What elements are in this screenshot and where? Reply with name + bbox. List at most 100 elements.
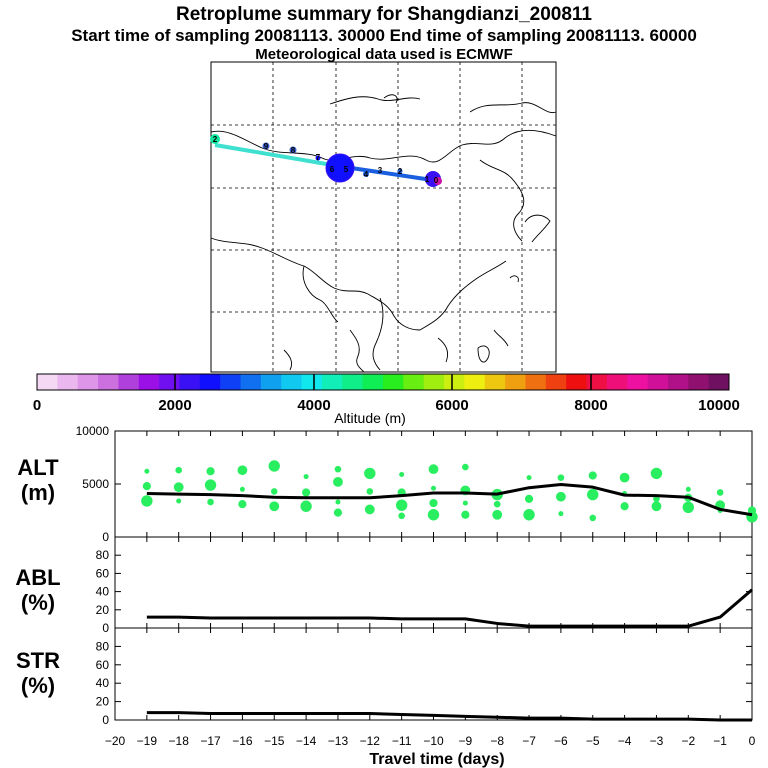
alt-y-tick-label: 10000 xyxy=(76,424,110,438)
trajectory-cluster-marker xyxy=(262,142,270,150)
abl-panel-label: ABL xyxy=(15,565,60,590)
colorbar-cell xyxy=(505,374,526,390)
colorbar-cell xyxy=(708,374,730,390)
colorbar-tick-label: 8000 xyxy=(574,397,607,414)
met-data-note: Meteorological data used is ECMWF xyxy=(255,46,513,63)
alt-scatter-point xyxy=(462,463,469,471)
alt-scatter-point xyxy=(204,479,217,491)
str-panel-unit: (%) xyxy=(21,673,55,698)
trajectory-day-label: 3 xyxy=(378,166,383,175)
sampling-times: Start time of sampling 20081113. 30000 E… xyxy=(71,26,697,45)
str-y-tick-label: 80 xyxy=(96,639,110,653)
colorbar-tick-label: 0 xyxy=(33,397,41,414)
colorbar-cell xyxy=(37,374,58,390)
colorbar-frame xyxy=(36,373,730,391)
abl-y-tick-label: 0 xyxy=(102,621,109,635)
alt-scatter-point xyxy=(206,467,215,476)
colorbar-cell xyxy=(220,374,242,390)
alt-scatter-point xyxy=(619,472,630,483)
alt-scatter-point xyxy=(364,467,376,480)
alt-scatter-point xyxy=(237,465,248,476)
colorbar-cell xyxy=(260,374,282,390)
x-tick-label: −13 xyxy=(328,734,349,748)
colorbar-cell xyxy=(566,374,588,390)
colorbar-cell xyxy=(688,374,710,390)
colorbar-cell xyxy=(179,374,201,390)
x-tick-label: −11 xyxy=(392,734,412,748)
alt-scatter-point xyxy=(173,482,184,493)
alt-scatter-point xyxy=(270,488,278,495)
colorbar-cell xyxy=(57,374,79,390)
trajectory-day-label: 6 xyxy=(330,165,335,174)
trajectory-map: 2 9 8 7 6 5 4 3 2 1 0 xyxy=(210,61,557,373)
colorbar-cell xyxy=(199,374,221,390)
alt-scatter-point xyxy=(588,471,597,480)
trajectory-path: 2 9 8 7 6 5 4 3 2 1 0 xyxy=(210,134,442,187)
trajectory-day-label: 9 xyxy=(264,142,269,151)
colorbar-cell xyxy=(321,374,343,390)
trajectory-day-label: 4 xyxy=(364,170,369,179)
x-tick-label: −6 xyxy=(554,734,568,748)
colorbar-cell xyxy=(586,374,608,390)
abl-y-tick-label: 60 xyxy=(96,566,110,580)
colorbar-tick-label: 2000 xyxy=(158,397,191,414)
x-tick-label: −17 xyxy=(200,734,221,748)
trajectory-cluster-marker xyxy=(315,155,321,161)
alt-scatter-point xyxy=(207,498,214,506)
colorbar-cell xyxy=(118,374,140,390)
colorbar-cell xyxy=(627,374,649,390)
colorbar-cell xyxy=(525,374,547,390)
colorbar-cell xyxy=(98,374,119,390)
str-panel-label: STR xyxy=(16,648,60,673)
x-tick-label: −14 xyxy=(296,734,317,748)
trajectory-segment-old xyxy=(214,143,339,168)
colorbar-cell xyxy=(423,374,445,390)
colorbar-axis-label: Altitude (m) xyxy=(334,410,406,426)
alt-y-tick-label: 0 xyxy=(102,530,109,544)
altitude-colorbar: 0 2000 4000 6000 8000 10000 Altitude (m) xyxy=(33,373,740,426)
colorbar-cell xyxy=(545,374,567,390)
colorbar-cell xyxy=(138,374,160,390)
alt-panel-label: ALT xyxy=(17,455,59,480)
abl-y-tick-label: 20 xyxy=(96,603,110,617)
alt-scatter-point xyxy=(176,498,182,504)
alt-scatter-point xyxy=(558,511,564,517)
alt-scatter-point xyxy=(303,474,309,480)
colorbar-cell xyxy=(342,374,364,390)
alt-scatter-point xyxy=(651,501,662,512)
alt-scatter-point xyxy=(650,467,663,480)
colorbar-cell xyxy=(77,374,99,390)
alt-scatter-point xyxy=(685,486,691,492)
alt-scatter-point xyxy=(142,482,151,491)
alt-scatter-point xyxy=(523,509,535,521)
str-y-tick-label: 20 xyxy=(96,695,110,709)
alt-scatter-point xyxy=(398,512,405,520)
alt-scatter-point xyxy=(144,468,150,474)
str-y-tick-label: 60 xyxy=(96,658,110,672)
colorbar-cell xyxy=(484,374,506,390)
map-coastlines xyxy=(210,94,557,373)
x-tick-label: −3 xyxy=(650,734,664,748)
colorbar-cell xyxy=(301,374,323,390)
trajectory-day-label: 8 xyxy=(291,146,296,155)
abl-series-line xyxy=(146,588,753,628)
alt-scatter-point xyxy=(175,466,182,474)
colorbar-cell xyxy=(362,374,384,390)
alt-scatter-point xyxy=(462,500,468,506)
x-tick-label: −20 xyxy=(105,734,126,748)
alt-scatter-point xyxy=(556,491,566,502)
trajectory-cluster-marker xyxy=(210,134,220,144)
colorbar-cell xyxy=(281,374,303,390)
alt-scatter-point xyxy=(716,489,724,496)
alt-scatter-point xyxy=(269,501,280,512)
colorbar-tick-label: 10000 xyxy=(698,397,740,414)
colorbar-cell xyxy=(647,374,669,390)
alt-scatter-point xyxy=(239,486,245,492)
alt-series-line xyxy=(146,483,753,517)
x-tick-label: −12 xyxy=(360,734,381,748)
alt-scatter-point xyxy=(431,485,436,491)
alt-scatter-point xyxy=(620,502,629,511)
alt-y-tick-label: 5000 xyxy=(82,477,109,491)
alt-scatter-point xyxy=(399,471,405,477)
